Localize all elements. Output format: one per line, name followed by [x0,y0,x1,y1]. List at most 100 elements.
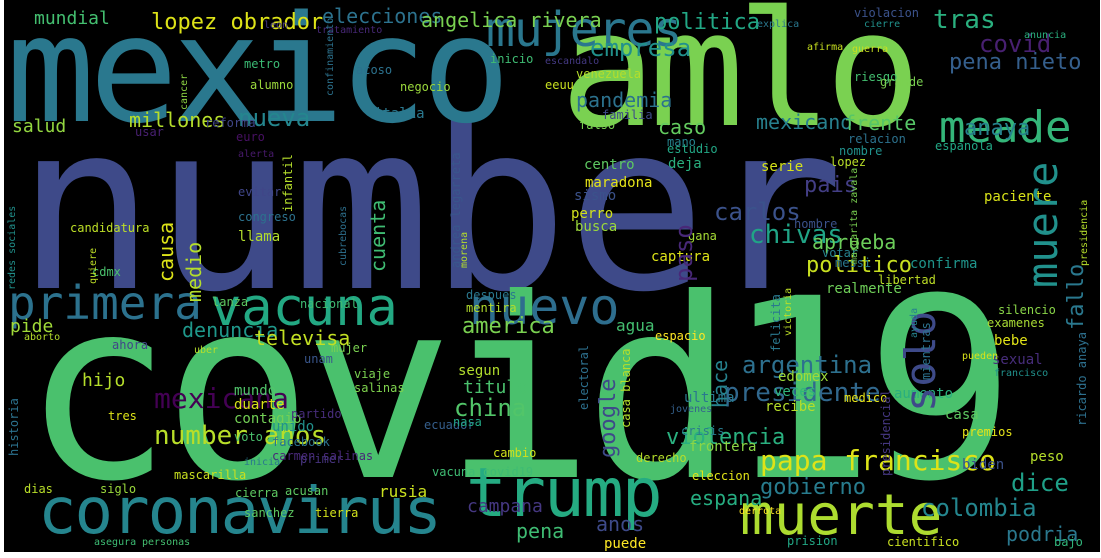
word-salud: angelica rivera [421,8,602,32]
word-causa: violacion [854,6,920,20]
word-aborto: euro [236,130,265,144]
word-captura: examenes [987,316,1045,330]
word-jovenes: ahora [112,338,149,352]
word-campana: number anos [154,421,327,451]
word-confirma: prision [787,534,838,548]
word-segun: facebook [272,435,330,449]
word-andrea-legarreta: cubrebocas [338,205,349,266]
word-redes-sociales: quiere [88,247,99,284]
word-carlos: mexicano [756,110,853,134]
word-infantil: confinamiento [325,17,336,96]
word-coronavirus: coronavirus [38,475,442,549]
word-cancer: presidencial [879,389,893,476]
word-televisa: aprueba [812,230,897,254]
word-inicio: despues [466,288,517,302]
word-maradona: serie [761,159,804,175]
word-afirma: leon [264,20,289,31]
word-anaya: pandemia [576,88,673,112]
word-confinamiento: ricardo anaya [1075,332,1089,426]
word-primer: lanza [212,295,249,309]
word-ahora: alerta [238,149,275,160]
word-mundial: politica [654,10,760,35]
word-escandalo: nasa [453,415,482,429]
word-victoria: felicita [769,294,783,352]
word-biden: eleccion [692,469,750,483]
word-nuevo: nuevo [469,278,620,336]
word-falso: deja [668,156,702,172]
word-presidencia: margarita zavala [849,167,860,264]
word-hijo: dice [1011,469,1069,497]
word-anuncia: venezuela [576,67,642,81]
word-amlo: amlo [560,0,921,163]
word-dias: mundo [234,383,277,399]
word-america: politico [806,253,912,278]
word-aprueba: anaya [964,116,1031,141]
word-reforma: maradona [585,175,653,191]
word-venezuela: mentira [466,301,517,315]
word-serie: messi [835,256,872,270]
word-leon: partido [291,407,342,421]
word-china: denuncia [182,318,279,342]
word-presidente: medio [182,241,206,302]
word-hace: cancer [179,73,190,110]
word-tratamiento: espacio [655,329,706,343]
word-eleccion: titulo [463,377,529,398]
word-unido: anos [596,512,645,536]
word-candidatura: italia [374,106,425,122]
word-eeuu: alumno [250,78,294,92]
word-politica: pena nieto [949,50,1082,75]
word-facebook: pena [516,519,565,543]
word-papa-francisco: agua [616,316,655,335]
word-mano: gana [688,229,717,243]
word-mexico: mexico [6,0,511,156]
word-pena: violencia [666,425,786,450]
word-politico: pais [804,173,857,198]
word-espacio: aborto [24,332,61,343]
word-despues: unam [304,352,333,366]
word-perro: sexual [992,352,1043,368]
word-nombre: busca [575,219,618,235]
word-edomex: viaje [354,367,391,381]
word-voto: campana [467,496,543,517]
word-margarita-zavala: morena [459,231,470,268]
word-sismo: francisco [994,368,1049,379]
word-acoso: tres [108,409,137,423]
word-alerta: nombre [839,144,883,158]
word-presidencial: casa blanca [619,348,633,428]
word-cierra: contagio [234,411,302,427]
word-violacion: escandalo [545,56,600,67]
word-cubrebocas: redes sociales [7,205,18,290]
word-lopez: captura [651,249,711,265]
word-agua: cuenta [366,199,390,272]
word-negocio: jovenes [670,404,713,415]
word-cambio: cierra [235,486,279,500]
word-dice: argentina [742,351,873,379]
word-mundo: colombia [921,494,1037,522]
word-bajo: medico [844,391,888,405]
word-covid19: covid19 [22,245,1016,536]
word-ayuda: victoria [783,287,794,336]
word-usar: mano [667,135,696,149]
word-violencia: america [462,314,555,339]
word-libertad: sanchez [244,506,295,520]
word-cdmx: familia [602,108,653,122]
word-anos: china [454,394,527,422]
word-nueva: covid [979,30,1052,58]
word-ricardo-anaya: historia [7,398,21,456]
word-gobierno: google [596,378,621,458]
word-premios: cambio [493,446,537,460]
word-inicia: cdmx [92,265,121,279]
word-silencio: cientifico [887,535,960,549]
word-estudio: hombre [794,217,838,231]
word-contagio: espana [690,486,763,510]
word-mujer: llama [238,229,281,245]
word-partido: nacional [300,297,358,311]
word-meade: meade [939,102,1072,153]
word-examenes: personas [142,537,191,548]
word-pena-nieto: tras [933,5,996,35]
word-pueden: riesgo [854,70,898,84]
word-mexicano: salud [12,116,67,137]
word-duarte: podria [1006,522,1079,546]
word-gana: silencio [998,303,1056,317]
word-historia: electoral [577,344,591,410]
